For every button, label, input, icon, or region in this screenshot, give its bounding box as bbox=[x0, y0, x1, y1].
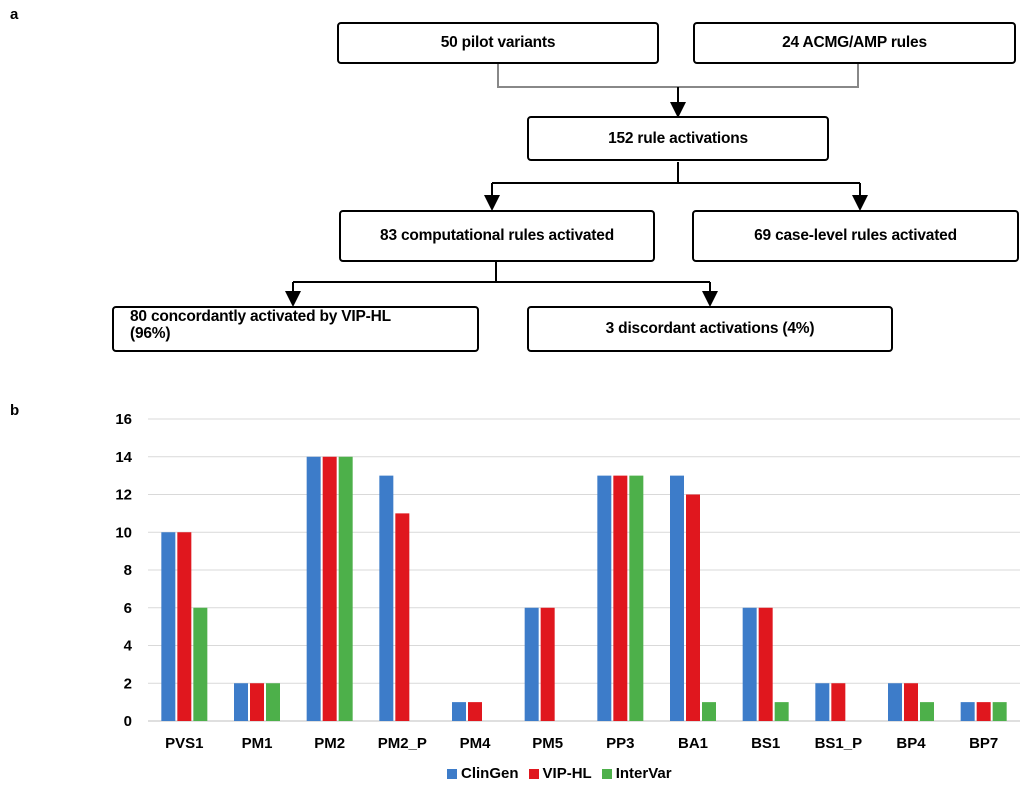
bar-viphl-pm4 bbox=[468, 702, 482, 721]
bar-viphl-pp3 bbox=[613, 475, 628, 721]
concordant-text-line2: (96%) bbox=[130, 325, 171, 342]
bar-viphl-bs1p bbox=[831, 683, 846, 721]
bar-clingen-pp3 bbox=[597, 475, 612, 721]
bar-viphl-pm1 bbox=[250, 683, 264, 721]
bar-viphl-pm2 bbox=[322, 456, 337, 721]
bars bbox=[161, 456, 1007, 721]
panel-a-label: a bbox=[10, 6, 19, 23]
y-tick-label: 4 bbox=[124, 638, 133, 655]
bar-clingen-bs1 bbox=[742, 607, 757, 721]
x-axis-categories: PVS1 PM1 PM2 PM2_P PM4 PM5 PP3 BA1 BS1 BS1_P BP4 BP… bbox=[165, 735, 998, 752]
x-tick-label: PM4 bbox=[460, 735, 492, 752]
bar-clingen-ba1 bbox=[670, 475, 684, 721]
gridlines bbox=[148, 418, 1020, 722]
panel-b-label: b bbox=[10, 402, 20, 419]
x-tick-label: PM1 bbox=[242, 735, 273, 752]
bar-clingen-pm2 bbox=[306, 456, 321, 721]
y-tick-label: 12 bbox=[115, 487, 132, 504]
y-tick-label: 2 bbox=[124, 675, 132, 692]
chart-legend: ClinGen VIP-HL InterVar bbox=[447, 765, 672, 782]
bar-clingen-pm2p bbox=[379, 475, 394, 721]
rule-activations-box: 152 rule activations bbox=[527, 116, 829, 161]
flowchart-connectors bbox=[285, 63, 868, 307]
y-tick-label: 0 bbox=[124, 713, 132, 730]
bar-intervar-pm2 bbox=[338, 456, 353, 721]
bar-viphl-bp7 bbox=[976, 702, 991, 721]
legend-label-intervar: InterVar bbox=[615, 765, 672, 782]
concordant-text-line1: 80 concordantly activated by VIP-HL bbox=[130, 308, 391, 325]
bar-intervar-pp3 bbox=[629, 475, 644, 721]
y-tick-label: 16 bbox=[115, 411, 132, 428]
legend-item-viphl: VIP-HL bbox=[528, 765, 592, 782]
legend-swatch-viphl bbox=[528, 768, 539, 779]
computational-rules-box: 83 computational rules activated bbox=[339, 210, 655, 262]
x-tick-label: BS1 bbox=[751, 735, 780, 752]
bar-clingen-pm1 bbox=[234, 683, 248, 721]
legend-label-clingen: ClinGen bbox=[461, 765, 519, 782]
x-tick-label: PP3 bbox=[606, 735, 634, 752]
bar-clingen-bs1p bbox=[815, 683, 830, 721]
bar-intervar-bp7 bbox=[992, 702, 1007, 721]
bar-viphl-bs1 bbox=[758, 607, 773, 721]
bar-clingen-bp4 bbox=[888, 683, 902, 721]
legend-item-intervar: InterVar bbox=[601, 765, 672, 782]
bar-intervar-pm1 bbox=[266, 683, 280, 721]
x-tick-label: BP7 bbox=[969, 735, 998, 752]
bar-viphl-bp4 bbox=[904, 683, 918, 721]
case-level-rules-box: 69 case-level rules activated bbox=[692, 210, 1019, 262]
concordant-box: 80 concordantly activated by VIP-HL (96%… bbox=[112, 306, 479, 352]
bar-intervar-bp4 bbox=[920, 702, 934, 721]
x-tick-label: BS1_P bbox=[815, 735, 863, 752]
discordant-box: 3 discordant activations (4%) bbox=[527, 306, 893, 352]
bar-viphl-pvs1 bbox=[177, 532, 192, 721]
x-tick-label: PM2_P bbox=[378, 735, 427, 752]
bar-intervar-bs1 bbox=[774, 702, 789, 721]
bar-intervar-pvs1 bbox=[193, 607, 208, 721]
legend-swatch-intervar bbox=[601, 768, 612, 779]
y-tick-label: 14 bbox=[115, 449, 132, 466]
pilot-variants-box: 50 pilot variants bbox=[337, 22, 659, 64]
legend-swatch-clingen bbox=[447, 768, 457, 779]
x-tick-label: BP4 bbox=[896, 735, 926, 752]
y-axis-ticks: 0 2 4 6 8 10 12 14 16 bbox=[115, 411, 132, 730]
x-tick-label: PM2 bbox=[314, 735, 345, 752]
x-tick-label: PM5 bbox=[532, 735, 563, 752]
y-tick-label: 10 bbox=[115, 524, 132, 541]
bar-clingen-pvs1 bbox=[161, 532, 176, 721]
acmg-rules-box: 24 ACMG/AMP rules bbox=[693, 22, 1016, 64]
bar-intervar-ba1 bbox=[702, 702, 716, 721]
legend-item-clingen: ClinGen bbox=[447, 765, 519, 782]
bar-clingen-bp7 bbox=[960, 702, 975, 721]
bar-viphl-pm2p bbox=[395, 513, 410, 721]
legend-label-viphl: VIP-HL bbox=[542, 765, 592, 782]
bar-viphl-pm5 bbox=[540, 607, 555, 721]
bar-viphl-ba1 bbox=[686, 494, 700, 721]
x-tick-label: BA1 bbox=[678, 735, 708, 752]
y-tick-label: 8 bbox=[124, 562, 132, 579]
bar-clingen-pm5 bbox=[524, 607, 539, 721]
bar-clingen-pm4 bbox=[452, 702, 466, 721]
y-tick-label: 6 bbox=[124, 600, 132, 617]
x-tick-label: PVS1 bbox=[165, 735, 203, 752]
